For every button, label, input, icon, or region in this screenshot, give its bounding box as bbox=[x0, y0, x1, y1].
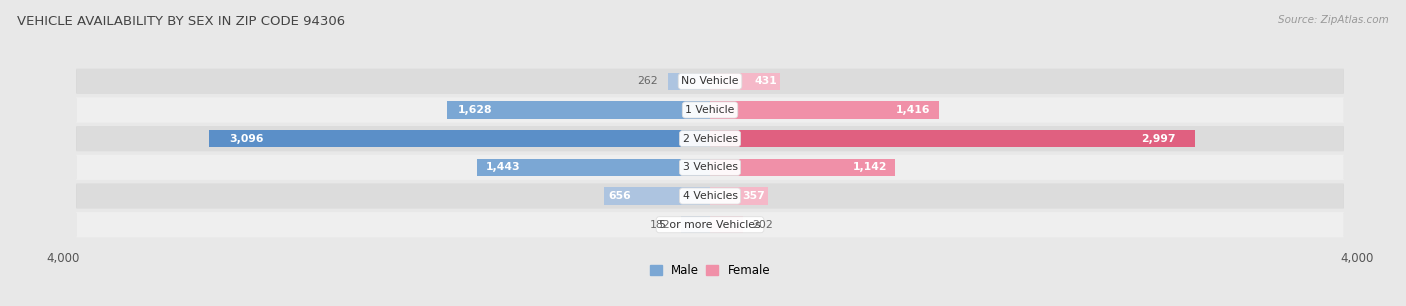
Text: 1,628: 1,628 bbox=[457, 105, 492, 115]
Bar bbox=[209, 130, 710, 147]
Text: 656: 656 bbox=[609, 191, 631, 201]
Text: 431: 431 bbox=[754, 76, 778, 86]
FancyBboxPatch shape bbox=[76, 69, 1344, 94]
FancyBboxPatch shape bbox=[76, 97, 1344, 123]
Text: 182: 182 bbox=[651, 220, 671, 230]
Bar bbox=[605, 187, 710, 205]
Bar bbox=[710, 130, 1195, 147]
FancyBboxPatch shape bbox=[76, 98, 1344, 122]
Bar bbox=[710, 73, 780, 90]
Bar bbox=[477, 159, 710, 176]
FancyBboxPatch shape bbox=[76, 127, 1344, 151]
FancyBboxPatch shape bbox=[76, 126, 1344, 151]
Bar bbox=[710, 187, 768, 205]
Text: 5 or more Vehicles: 5 or more Vehicles bbox=[659, 220, 761, 230]
Text: 1 Vehicle: 1 Vehicle bbox=[685, 105, 735, 115]
Bar bbox=[447, 101, 710, 119]
Text: Source: ZipAtlas.com: Source: ZipAtlas.com bbox=[1278, 15, 1389, 25]
Bar bbox=[710, 159, 894, 176]
FancyBboxPatch shape bbox=[76, 155, 1344, 179]
FancyBboxPatch shape bbox=[76, 183, 1344, 209]
Text: 1,416: 1,416 bbox=[896, 105, 929, 115]
Text: 202: 202 bbox=[752, 220, 773, 230]
Text: 4 Vehicles: 4 Vehicles bbox=[682, 191, 738, 201]
Legend: Male, Female: Male, Female bbox=[648, 262, 772, 279]
Text: 3,096: 3,096 bbox=[229, 134, 264, 144]
Text: 357: 357 bbox=[742, 191, 765, 201]
FancyBboxPatch shape bbox=[76, 212, 1344, 237]
Bar bbox=[710, 101, 939, 119]
FancyBboxPatch shape bbox=[76, 155, 1344, 180]
Text: 1,443: 1,443 bbox=[486, 162, 520, 172]
FancyBboxPatch shape bbox=[76, 69, 1344, 93]
Text: No Vehicle: No Vehicle bbox=[682, 76, 738, 86]
FancyBboxPatch shape bbox=[76, 184, 1344, 208]
Text: VEHICLE AVAILABILITY BY SEX IN ZIP CODE 94306: VEHICLE AVAILABILITY BY SEX IN ZIP CODE … bbox=[17, 15, 344, 28]
Bar bbox=[668, 73, 710, 90]
FancyBboxPatch shape bbox=[76, 213, 1344, 237]
Text: 2,997: 2,997 bbox=[1140, 134, 1175, 144]
Text: 3 Vehicles: 3 Vehicles bbox=[682, 162, 738, 172]
Text: 1,142: 1,142 bbox=[853, 162, 887, 172]
Bar bbox=[681, 216, 710, 233]
Text: 262: 262 bbox=[637, 76, 658, 86]
Bar bbox=[710, 216, 742, 233]
Text: 2 Vehicles: 2 Vehicles bbox=[682, 134, 738, 144]
